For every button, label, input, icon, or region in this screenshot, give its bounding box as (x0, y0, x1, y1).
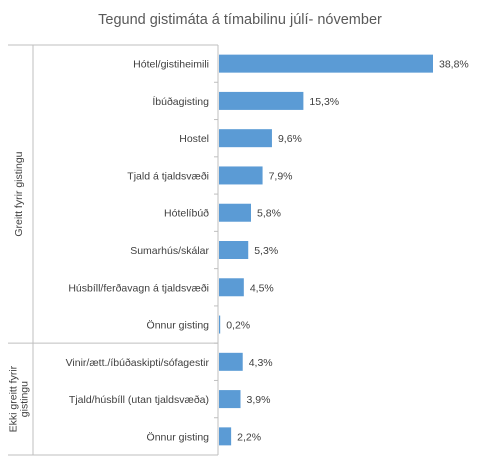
bar (219, 390, 241, 409)
category-tick-label: Tjald/húsbíll (utan tjaldsvæða) (69, 394, 209, 406)
bar (219, 166, 263, 185)
category-tick-label: Vinir/ætt./íbúðaskipti/sófagestir (66, 357, 210, 369)
value-labels: 38,8% 15,3% 9,6% 7,9% 5,8% 5,3% 4,5% 0,2% 4,3% 3,… (226, 59, 469, 444)
data-label: 38,8% (439, 59, 469, 71)
data-label: 9,6% (278, 133, 302, 145)
category-tick-label: Tjald á tjaldsvæði (127, 170, 209, 182)
data-label: 0,2% (226, 320, 250, 332)
data-label: 4,3% (249, 357, 273, 369)
bar (219, 241, 249, 259)
category-tick-label: Hótelíbúð (164, 208, 209, 220)
bar (219, 91, 304, 110)
data-label: 5,3% (254, 245, 278, 257)
bar (219, 352, 243, 371)
category-tick-label: Húsbíll/ferðavagn á tjaldsvæði (68, 282, 209, 294)
group-label: Greitt fyrir gistingu (13, 151, 25, 236)
category-tick-label: Hótel/gistiheimili (133, 59, 209, 71)
category-tick-label: Hostel (179, 133, 209, 145)
bar (219, 129, 272, 148)
category-labels: Hótel/gistiheimili Íbúðagisting Hostel Tjal… (66, 59, 210, 444)
chart-axes (8, 44, 219, 456)
bar (219, 315, 221, 334)
category-tick-label: Sumarhús/skálar (130, 245, 209, 257)
category-tick-label: Önnur gisting (147, 431, 210, 443)
data-label: 2,2% (237, 431, 261, 443)
bar (219, 427, 232, 446)
bar (219, 278, 244, 297)
data-label: 4,5% (250, 282, 274, 294)
category-tick-label: Önnur gisting (147, 320, 210, 332)
data-label: 5,8% (257, 208, 281, 220)
group-label: Ekki greitt fyrir (8, 365, 20, 432)
data-label: 7,9% (269, 170, 293, 182)
group-label: gistingu (19, 381, 31, 417)
bar (219, 203, 251, 222)
chart-title: Tegund gistimáta á tímabilinu júlí- nóve… (98, 12, 382, 28)
group-labels: Greitt fyrir gistingu Ekki greitt fyrir gi… (8, 151, 31, 432)
bar (219, 54, 433, 73)
category-tick-label: Íbúðagisting (152, 95, 209, 108)
bars-group (219, 54, 433, 446)
data-label: 15,3% (309, 96, 339, 108)
data-label: 3,9% (247, 394, 271, 406)
